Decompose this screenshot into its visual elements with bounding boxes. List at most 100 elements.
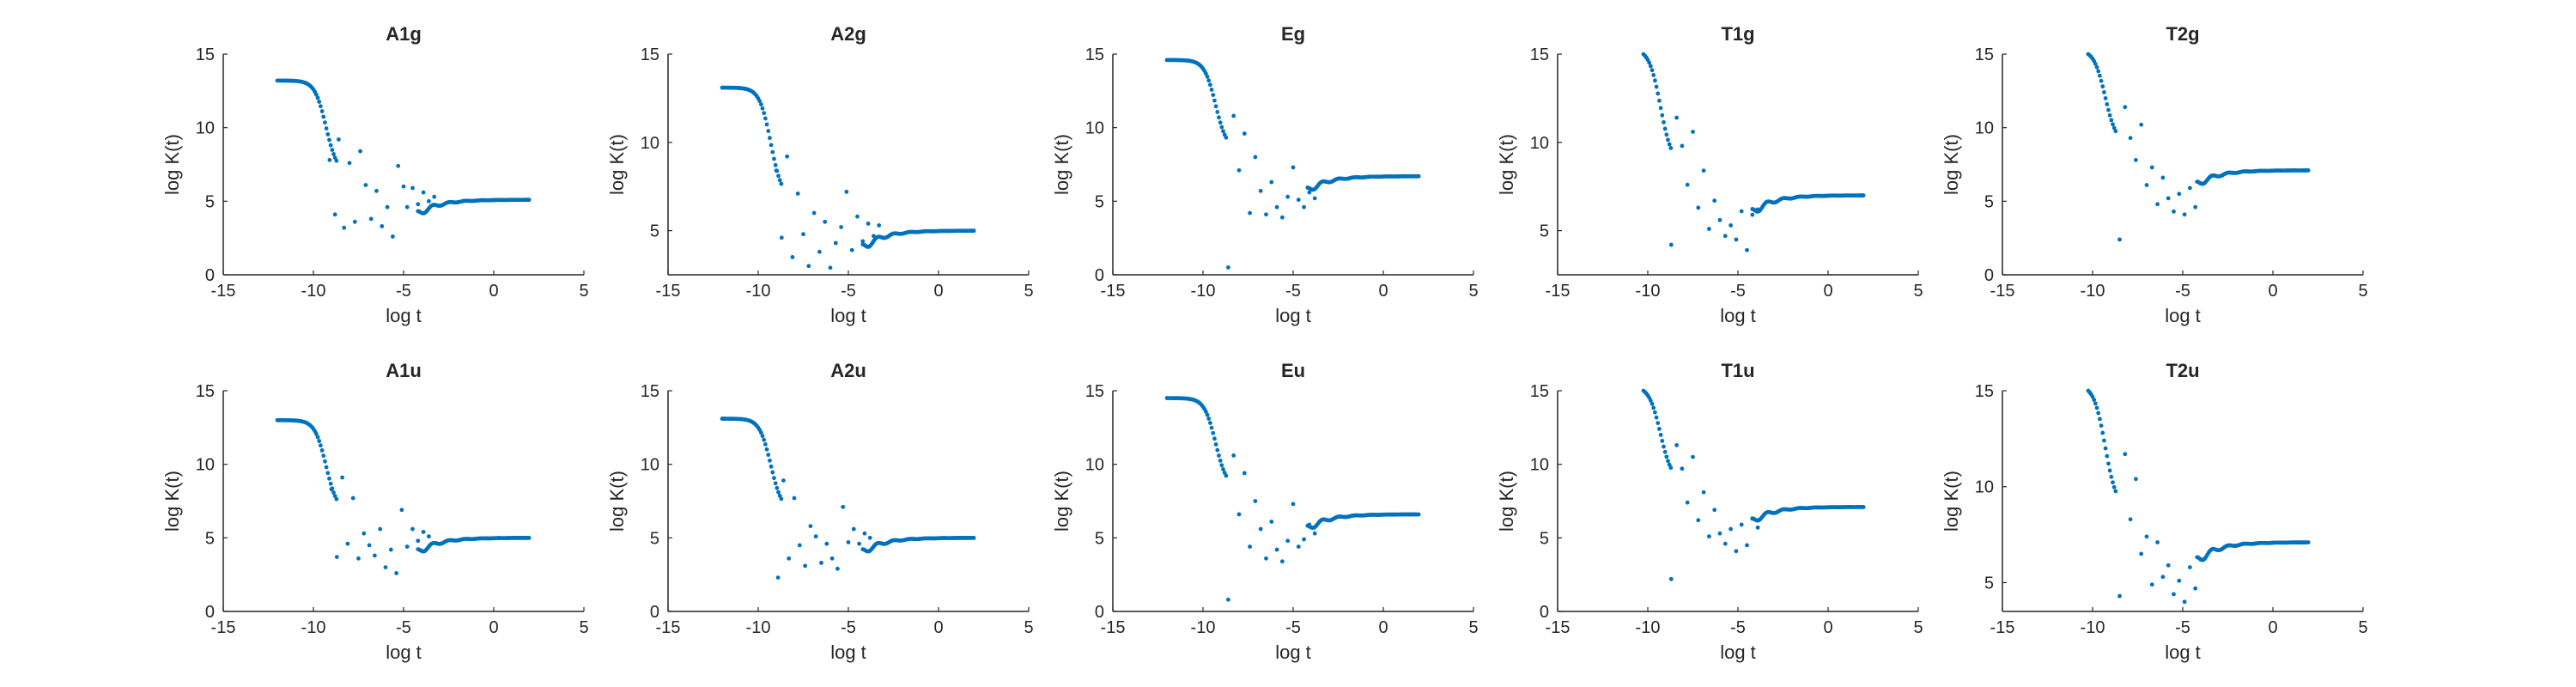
subplot-title: Eg [1281, 23, 1305, 45]
data-point [808, 524, 813, 529]
data-point [368, 216, 374, 222]
data-point [758, 430, 763, 435]
x-tick-label: 0 [1823, 618, 1832, 637]
data-point [1674, 115, 1679, 120]
subplot-t2g: -15 -10 -5 0 5 0 5 10 15 T2g log t log K(t) [1941, 23, 2368, 326]
x-tick-label: -15 [211, 618, 236, 637]
y-tick-label: 5 [205, 529, 215, 548]
data-point [1215, 447, 1220, 453]
data-point [1728, 223, 1733, 228]
x-tick-label: -15 [1546, 618, 1571, 637]
data-point [2109, 474, 2114, 479]
data-point [769, 464, 774, 469]
data-point [319, 109, 325, 113]
data-point [1213, 442, 1218, 447]
data-point [1658, 433, 1663, 437]
y-axis-label: log K(t) [1496, 134, 1517, 195]
data-point [410, 526, 415, 532]
data-point [1680, 143, 1685, 149]
data-point [356, 556, 361, 561]
x-tick-label: 0 [1378, 282, 1388, 301]
data-point [1258, 526, 1263, 532]
x-tick-label: -5 [396, 618, 411, 637]
y-tick-label: 15 [196, 382, 215, 401]
x-tick-label: -15 [1990, 618, 2015, 637]
data-point [760, 106, 765, 111]
data-point [772, 156, 776, 161]
data-point [2092, 398, 2097, 402]
data-point [373, 553, 377, 558]
data-point [857, 541, 861, 546]
x-axis-label: log t [1275, 305, 1311, 326]
y-tick-label: 15 [1085, 382, 1104, 401]
data-point [1696, 518, 1701, 523]
y-tick-label: 10 [1975, 119, 1994, 138]
data-point [1668, 242, 1674, 247]
data-point [1712, 198, 1717, 204]
data-point [317, 100, 322, 104]
data-point [317, 439, 322, 443]
x-axis-label: log t [830, 305, 866, 326]
data-point [1656, 91, 1661, 96]
data-point [2134, 477, 2138, 482]
x-axis-label: log t [2165, 641, 2201, 663]
data-point [385, 204, 390, 210]
data-point [313, 92, 319, 97]
data-point [872, 234, 876, 239]
data-point [1707, 227, 1711, 231]
data-point [2193, 204, 2198, 210]
data-point [1253, 155, 1258, 160]
data-point [327, 157, 332, 162]
y-axis-label: log K(t) [606, 134, 628, 195]
data-point [313, 431, 319, 436]
data-point [1649, 68, 1655, 73]
data-point [764, 447, 769, 452]
data-point [2166, 196, 2171, 201]
data-point [1691, 130, 1695, 134]
data-point [1307, 522, 1312, 527]
data-point [327, 476, 331, 481]
y-tick-label: 0 [205, 266, 215, 285]
data-point [866, 221, 871, 226]
data-point [811, 210, 817, 216]
x-tick-label: -5 [2175, 282, 2190, 301]
y-tick-label: 15 [1975, 46, 1994, 64]
data-point [325, 131, 331, 137]
data-point [315, 95, 320, 100]
data-point [1269, 520, 1274, 524]
data-point [404, 204, 410, 210]
data-point [792, 495, 797, 501]
x-tick-label: -5 [2175, 618, 2190, 637]
data-point [334, 496, 339, 502]
data-point [1285, 194, 1291, 199]
x-tick-label: 0 [2268, 282, 2277, 301]
data-point [2102, 438, 2106, 443]
data-point [321, 114, 326, 119]
y-tick-label: 10 [196, 119, 215, 138]
data-point [2099, 78, 2104, 83]
data-point [1654, 415, 1659, 420]
data-point [1717, 217, 1722, 222]
data-point [1707, 534, 1711, 539]
data-point [785, 154, 789, 159]
data-point [1861, 193, 1866, 198]
data-point [358, 149, 362, 154]
data-point [828, 265, 833, 271]
subplot-a1u: -15 -10 -5 0 5 0 5 10 15 A1u log t log K(t) [161, 360, 589, 663]
data-point [367, 543, 372, 548]
y-axis-label: log K(t) [1051, 134, 1072, 195]
data-point [1667, 462, 1672, 467]
data-point [1203, 71, 1208, 76]
x-tick-label: 5 [2358, 282, 2367, 301]
data-point [2094, 64, 2099, 70]
data-point [768, 136, 772, 141]
data-point [2107, 112, 2112, 118]
data-point [2100, 84, 2105, 89]
x-axis-label: log t [1275, 641, 1311, 663]
data-point [340, 475, 344, 480]
data-point [319, 104, 323, 109]
data-point [795, 192, 800, 196]
data-point [2193, 586, 2198, 591]
subplot-a2g: -15 -10 -5 0 5 5 10 15 A2g log t log K(t) [606, 23, 1034, 326]
data-point [2149, 165, 2154, 170]
